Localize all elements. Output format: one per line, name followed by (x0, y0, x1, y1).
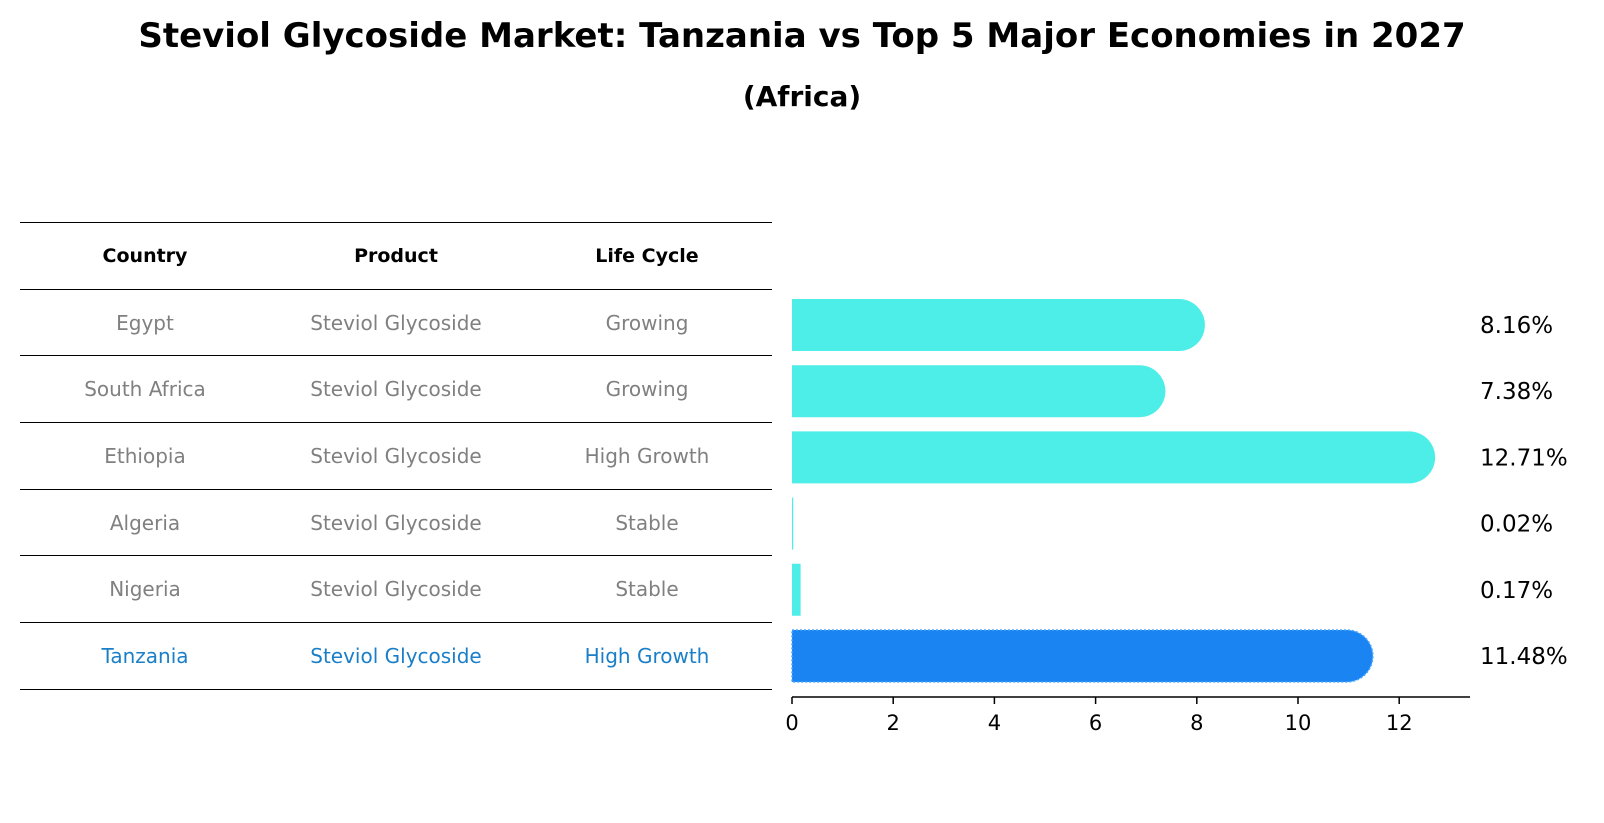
chart-subtitle: (Africa) (742, 80, 862, 113)
bar-ethiopia (792, 431, 1436, 484)
row-divider (20, 488, 772, 490)
cell-country: Ethiopia (104, 443, 186, 468)
row-divider (20, 288, 772, 290)
value-label: 0.02% (1480, 512, 1553, 538)
value-label: 12.71% (1480, 445, 1568, 471)
bar-south-africa (792, 365, 1166, 418)
row-divider (20, 355, 772, 357)
header-life-cycle: Life Cycle (595, 244, 699, 267)
value-label: 0.17% (1480, 578, 1553, 604)
cell-product: Steviol Glycoside (310, 577, 482, 602)
cell-product: Steviol Glycoside (310, 310, 482, 335)
cell-country: South Africa (84, 377, 206, 402)
table-row: Egypt Steviol Glycoside Growing (20, 290, 772, 356)
x-tick-label: 6 (1089, 711, 1102, 735)
table-row: Algeria Steviol Glycoside Stable (20, 490, 772, 556)
cell-product: Steviol Glycoside (310, 643, 482, 668)
cell-life-cycle: High Growth (584, 443, 710, 468)
table-top-rule (20, 222, 772, 223)
table-row: South Africa Steviol Glycoside Growing (20, 356, 772, 422)
cell-country: Egypt (116, 310, 174, 335)
table-row: Ethiopia Steviol Glycoside High Growth (20, 423, 772, 489)
cell-life-cycle: Stable (615, 510, 679, 535)
data-table: Country Product Life Cycle Egypt Steviol… (20, 222, 772, 690)
value-label: 8.16% (1480, 313, 1553, 339)
cell-product: Steviol Glycoside (310, 377, 482, 402)
header-country: Country (102, 244, 188, 267)
table-bottom-rule (20, 688, 772, 690)
cell-product: Steviol Glycoside (310, 443, 482, 468)
x-tick-label: 10 (1285, 711, 1312, 735)
bar-nigeria (792, 563, 801, 616)
header-product: Product (354, 244, 438, 267)
row-divider (20, 555, 772, 557)
table-row: Nigeria Steviol Glycoside Stable (20, 556, 772, 622)
cell-country: Tanzania (101, 643, 189, 668)
cell-life-cycle: High Growth (584, 643, 710, 668)
table-row-highlight: Tanzania Steviol Glycoside High Growth (20, 623, 772, 689)
cell-life-cycle: Stable (615, 577, 679, 602)
bar-algeria (792, 497, 794, 550)
x-tick-label: 0 (785, 711, 798, 735)
table-header-row: Country Product Life Cycle (20, 223, 772, 289)
bar-tanzania (791, 629, 1374, 683)
value-label: 7.38% (1480, 379, 1553, 405)
cell-life-cycle: Growing (605, 310, 689, 335)
chart-title: Steviol Glycoside Market: Tanzania vs To… (138, 16, 1466, 56)
value-label: 11.48% (1480, 644, 1568, 670)
row-divider (20, 622, 772, 624)
cell-life-cycle: Growing (605, 377, 689, 402)
cell-country: Nigeria (109, 577, 181, 602)
x-tick-label: 8 (1190, 711, 1203, 735)
row-divider (20, 422, 772, 424)
cell-product: Steviol Glycoside (310, 510, 482, 535)
x-tick-label: 2 (887, 711, 900, 735)
x-tick-label: 4 (988, 711, 1001, 735)
bar-egypt (792, 299, 1205, 351)
cell-country: Algeria (109, 510, 181, 535)
x-tick-label: 12 (1386, 711, 1413, 735)
